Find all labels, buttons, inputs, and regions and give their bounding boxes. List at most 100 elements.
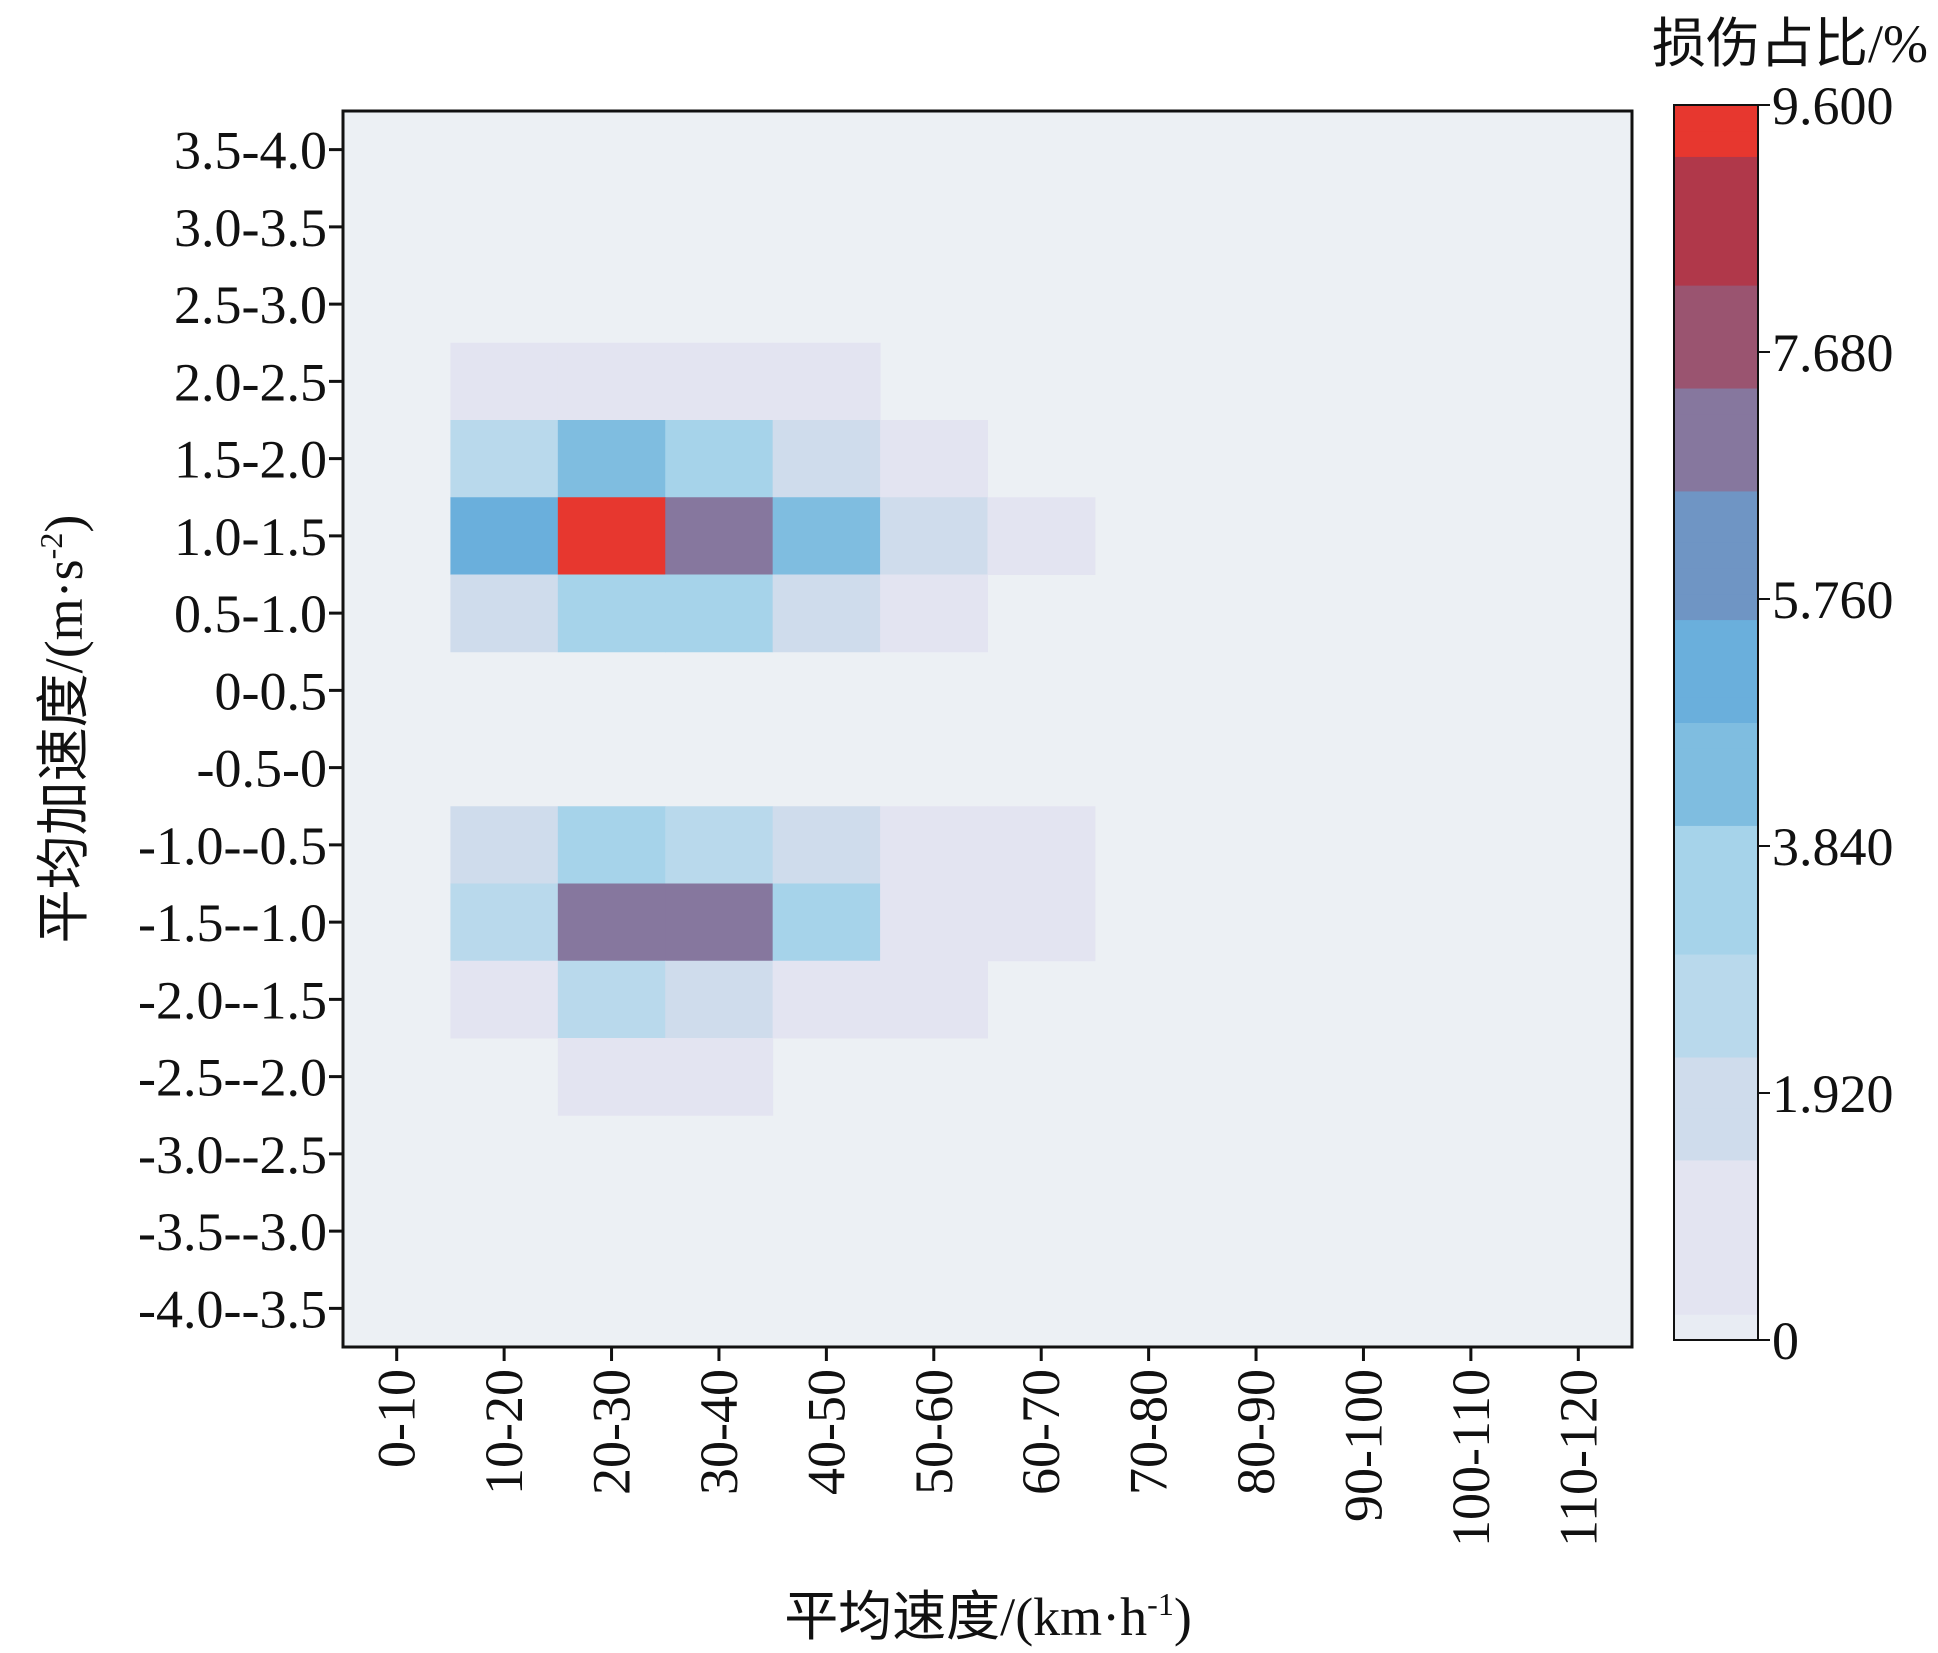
colorbar-band [1674, 439, 1758, 466]
colorbar-band [1674, 285, 1758, 312]
colorbar-band [1674, 207, 1758, 235]
colorbar-band [1674, 542, 1758, 569]
heatmap-cell [880, 960, 988, 1039]
colorbar-tick-label: 0 [1772, 1311, 1799, 1371]
colorbar-band [1674, 388, 1758, 415]
y-tick-label: -1.5--1.0 [138, 893, 327, 953]
colorbar-band [1674, 259, 1758, 286]
heatmap-cells [343, 111, 1632, 1347]
colorbar-band [1674, 1237, 1758, 1264]
heatmap-cell [772, 574, 881, 653]
colorbar-ticks: 0 1.920 3.840 5.760 7.680 9.600 [1758, 76, 1894, 1371]
x-tick-label: 30-40 [689, 1369, 749, 1495]
y-tick-label: -0.5-0 [197, 739, 327, 799]
heatmap-cell [557, 806, 666, 884]
colorbar-band [1674, 1314, 1758, 1341]
colorbar-band [1674, 336, 1758, 363]
x-axis: 0-10 10-20 20-30 30-40 40-50 50-60 60-70 70-80 8… [367, 1347, 1608, 1547]
colorbar-tick-label: 7.680 [1772, 323, 1894, 383]
heatmap-cell [772, 497, 881, 575]
colorbar-band [1674, 876, 1758, 904]
colorbar-band [1674, 748, 1758, 775]
colorbar-band [1674, 413, 1758, 440]
y-tick-label: -3.5--3.0 [138, 1202, 327, 1262]
heatmap-cell [987, 497, 1096, 575]
heatmap-cell [557, 497, 666, 575]
colorbar-band [1674, 1288, 1758, 1315]
y-tick-label: 0.5-1.0 [174, 584, 327, 644]
heatmap-cell [450, 883, 559, 962]
heatmap-cell [665, 1038, 774, 1116]
colorbar-band [1674, 1031, 1758, 1058]
heatmap-cell [772, 806, 881, 884]
colorbar-band [1674, 928, 1758, 955]
y-tick-label: 3.5-4.0 [174, 121, 327, 181]
y-tick-label: 2.5-3.0 [174, 275, 327, 335]
colorbar-band [1674, 799, 1758, 826]
x-tick-label: 80-90 [1226, 1369, 1286, 1495]
colorbar-band [1674, 979, 1758, 1007]
y-tick-label: -1.0--0.5 [138, 816, 327, 876]
x-tick-label: 50-60 [904, 1369, 964, 1495]
heatmap-cell [450, 806, 559, 884]
heatmap-cell [772, 883, 881, 962]
colorbar-tick-label: 1.920 [1772, 1064, 1894, 1124]
heatmap-cell [665, 497, 774, 575]
heatmap-cell [450, 960, 559, 1039]
colorbar-band [1674, 1005, 1758, 1032]
heatmap-cell [450, 342, 559, 421]
y-tick-label: 1.5-2.0 [174, 430, 327, 490]
colorbar-band [1674, 593, 1758, 621]
y-tick-label: 1.0-1.5 [174, 507, 327, 567]
heatmap-cell [665, 960, 774, 1039]
colorbar-band [1674, 1082, 1758, 1109]
colorbar-band [1674, 1159, 1758, 1187]
heatmap-cell [665, 883, 774, 962]
x-tick-label: 20-30 [582, 1369, 642, 1495]
colorbar-band [1674, 619, 1758, 646]
heatmap-cell [880, 420, 988, 498]
y-tick-label: 2.0-2.5 [174, 352, 327, 412]
heatmap-cell [665, 806, 774, 884]
x-tick-label: 40-50 [796, 1369, 856, 1495]
colorbar-band [1674, 130, 1758, 157]
colorbar-band [1674, 490, 1758, 518]
x-tick-label: 70-80 [1119, 1369, 1179, 1495]
y-tick-label: -4.0--3.5 [138, 1279, 327, 1339]
heatmap-cell [450, 574, 559, 653]
heatmap-cell [880, 574, 988, 653]
y-tick-label: 0-0.5 [215, 661, 327, 721]
x-tick-label: 100-110 [1441, 1369, 1501, 1547]
heatmap-cell [772, 960, 881, 1039]
y-tick-label: -2.0--1.5 [138, 970, 327, 1030]
y-tick-label: -2.5--2.0 [138, 1048, 327, 1108]
colorbar-band [1674, 362, 1758, 389]
colorbar-band [1674, 310, 1758, 338]
heatmap-cell [557, 960, 666, 1039]
plot-frame [341, 109, 1634, 1349]
colorbar-band [1674, 696, 1758, 723]
heatmap-cell [987, 883, 1096, 962]
y-axis: 3.5-4.0 3.0-3.5 2.5-3.0 2.0-2.5 1.5-2.0 1.0-1… [138, 121, 343, 1339]
y-tick-label: 3.0-3.5 [174, 198, 327, 258]
heatmap-cell [665, 574, 774, 653]
colorbar-band [1674, 1056, 1758, 1084]
heatmap-cell [880, 883, 988, 962]
colorbar-band [1674, 465, 1758, 492]
x-tick-label: 60-70 [1011, 1369, 1071, 1495]
x-axis-label: 平均速度/(km·h-1) [784, 1586, 1192, 1647]
colorbar [1674, 105, 1758, 1341]
colorbar-band [1674, 671, 1758, 698]
colorbar-band [1674, 773, 1758, 801]
heatmap-cell [880, 497, 988, 575]
colorbar-tick-label: 3.840 [1772, 817, 1894, 877]
x-tick-label: 0-10 [367, 1369, 427, 1468]
heatmap-cell [557, 420, 666, 498]
y-axis-label-superscript: -2 [33, 533, 69, 560]
heatmap-cell [772, 420, 881, 498]
colorbar-band [1674, 645, 1758, 672]
x-axis-label-superscript: -1 [1147, 1586, 1174, 1622]
colorbar-band [1674, 1262, 1758, 1290]
colorbar-band [1674, 902, 1758, 929]
